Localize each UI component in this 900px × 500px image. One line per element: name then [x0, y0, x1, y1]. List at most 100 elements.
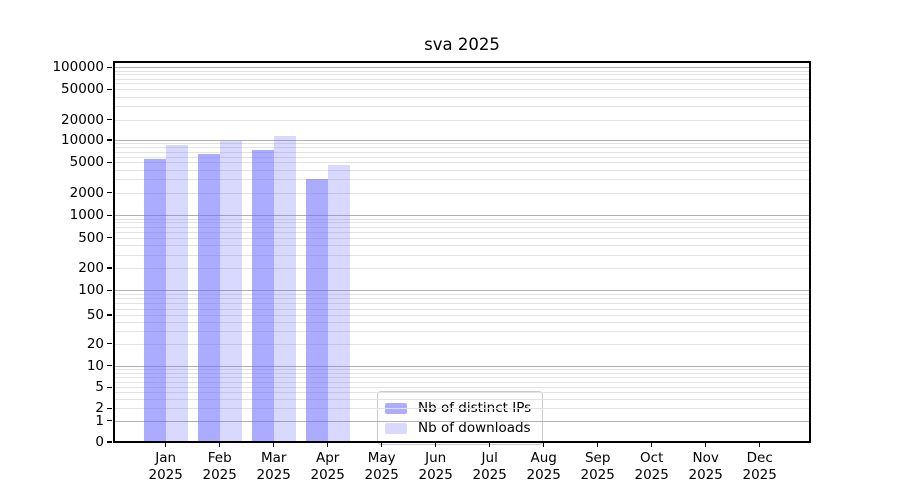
spine-right: [809, 61, 811, 443]
y-tick-label: 200: [78, 260, 104, 276]
gridline-minor: [113, 294, 811, 296]
bar-downloads-jan: [165, 144, 188, 442]
gridline-minor: [113, 237, 811, 239]
x-tick-mark: [543, 443, 545, 447]
x-tick-mark: [165, 443, 167, 447]
x-tick-label: Feb 2025: [202, 450, 237, 483]
gridline-minor: [113, 169, 811, 171]
y-tick-mark: [107, 139, 112, 141]
gridline-minor: [113, 179, 811, 181]
x-tick-mark: [219, 443, 221, 447]
y-tick-label: 50: [86, 307, 104, 323]
gridline-minor: [113, 96, 811, 98]
gridline-minor: [113, 343, 811, 345]
gridline-major: [113, 365, 811, 367]
y-tick-mark: [107, 267, 112, 269]
x-tick-mark: [327, 443, 329, 447]
gridline-minor: [113, 218, 811, 220]
gridline-minor: [113, 192, 811, 194]
gridline-minor: [113, 298, 811, 300]
y-tick-label: 1: [95, 412, 104, 429]
y-tick-label: 100000: [52, 59, 104, 76]
y-tick-label: 5: [95, 379, 104, 396]
plot-area: Nb of distinct IPs Nb of downloads: [113, 61, 811, 445]
gridline-minor: [113, 119, 811, 121]
y-tick-label: 10000: [61, 132, 104, 148]
y-tick-mark: [107, 192, 112, 194]
gridline-minor: [113, 376, 811, 378]
legend: Nb of distinct IPs Nb of downloads: [377, 391, 544, 445]
y-tick-label: 1000: [69, 207, 104, 224]
gridline-minor: [113, 151, 811, 153]
gridline-minor: [113, 78, 811, 80]
y-tick-mark: [107, 88, 112, 90]
bar-downloads-apr: [327, 165, 350, 442]
gridline-minor: [113, 74, 811, 76]
y-tick-mark: [107, 386, 112, 388]
legend-swatch-distinct-ips: [385, 402, 407, 414]
y-tick-mark: [107, 289, 112, 292]
gridline-minor: [113, 147, 811, 149]
y-tick-label: 5000: [69, 154, 104, 171]
gridline-minor: [113, 70, 811, 72]
gridline-minor: [113, 222, 811, 224]
bar-downloads-feb: [219, 141, 242, 442]
y-tick-mark: [107, 66, 112, 68]
gridline-minor: [113, 245, 811, 247]
x-tick-mark: [759, 443, 761, 447]
legend-label-downloads: Nb of downloads: [418, 420, 531, 436]
legend-label-distinct-ips: Nb of distinct IPs: [418, 400, 532, 416]
gridline-minor: [113, 162, 811, 164]
x-tick-label: Aug 2025: [526, 450, 561, 483]
y-tick-mark: [107, 364, 112, 367]
y-tick-label: 2: [95, 400, 104, 417]
bar-downloads-mar: [273, 136, 296, 442]
y-tick-label: 500: [78, 229, 104, 246]
x-tick-label: Sep 2025: [580, 450, 615, 483]
gridline-minor: [113, 387, 811, 389]
x-tick-mark: [273, 443, 275, 447]
bar-distinct-ips-jan: [143, 158, 166, 442]
x-tick-label: Jan 2025: [148, 450, 183, 483]
gridline-minor: [113, 156, 811, 158]
y-tick-label: 50000: [61, 81, 104, 98]
gridline-major: [113, 215, 811, 217]
x-tick-mark: [651, 443, 653, 447]
x-tick-mark: [381, 443, 383, 447]
y-tick-mark: [107, 161, 112, 164]
x-tick-label: Jul 2025: [472, 450, 507, 483]
x-tick-label: Dec 2025: [742, 450, 777, 483]
gridline-minor: [113, 330, 811, 332]
gridline-major: [113, 290, 811, 292]
gridline-major: [113, 140, 811, 141]
gridline-minor: [113, 399, 811, 400]
chart-title: sva 2025: [424, 35, 500, 54]
y-tick-label: 20: [86, 335, 104, 352]
x-tick-mark: [435, 443, 437, 447]
gridline-minor: [113, 392, 811, 394]
y-tick-mark: [107, 214, 112, 216]
gridline-minor: [113, 106, 811, 108]
y-tick-mark: [107, 407, 112, 409]
bar-distinct-ips-mar: [251, 150, 274, 442]
legend-item-distinct-ips: Nb of distinct IPs: [385, 398, 531, 418]
gridline-minor: [113, 315, 811, 316]
gridline-minor: [113, 308, 811, 310]
x-tick-mark: [489, 443, 491, 447]
x-tick-label: Jun 2025: [418, 450, 453, 483]
y-tick-label: 20000: [61, 111, 104, 128]
legend-item-downloads: Nb of downloads: [385, 418, 531, 438]
gridline-minor: [113, 83, 811, 85]
gridline-minor: [113, 268, 811, 269]
bar-distinct-ips-feb: [197, 153, 220, 442]
y-tick-mark: [107, 314, 112, 316]
y-tick-label: 100: [78, 282, 104, 299]
y-tick-mark: [107, 441, 112, 443]
gridline-minor: [113, 368, 811, 370]
bar-distinct-ips-apr: [305, 179, 328, 442]
x-tick-mark: [597, 443, 599, 447]
gridline-minor: [113, 89, 811, 91]
gridline-minor: [113, 381, 811, 383]
x-tick-label: Mar 2025: [256, 450, 291, 483]
